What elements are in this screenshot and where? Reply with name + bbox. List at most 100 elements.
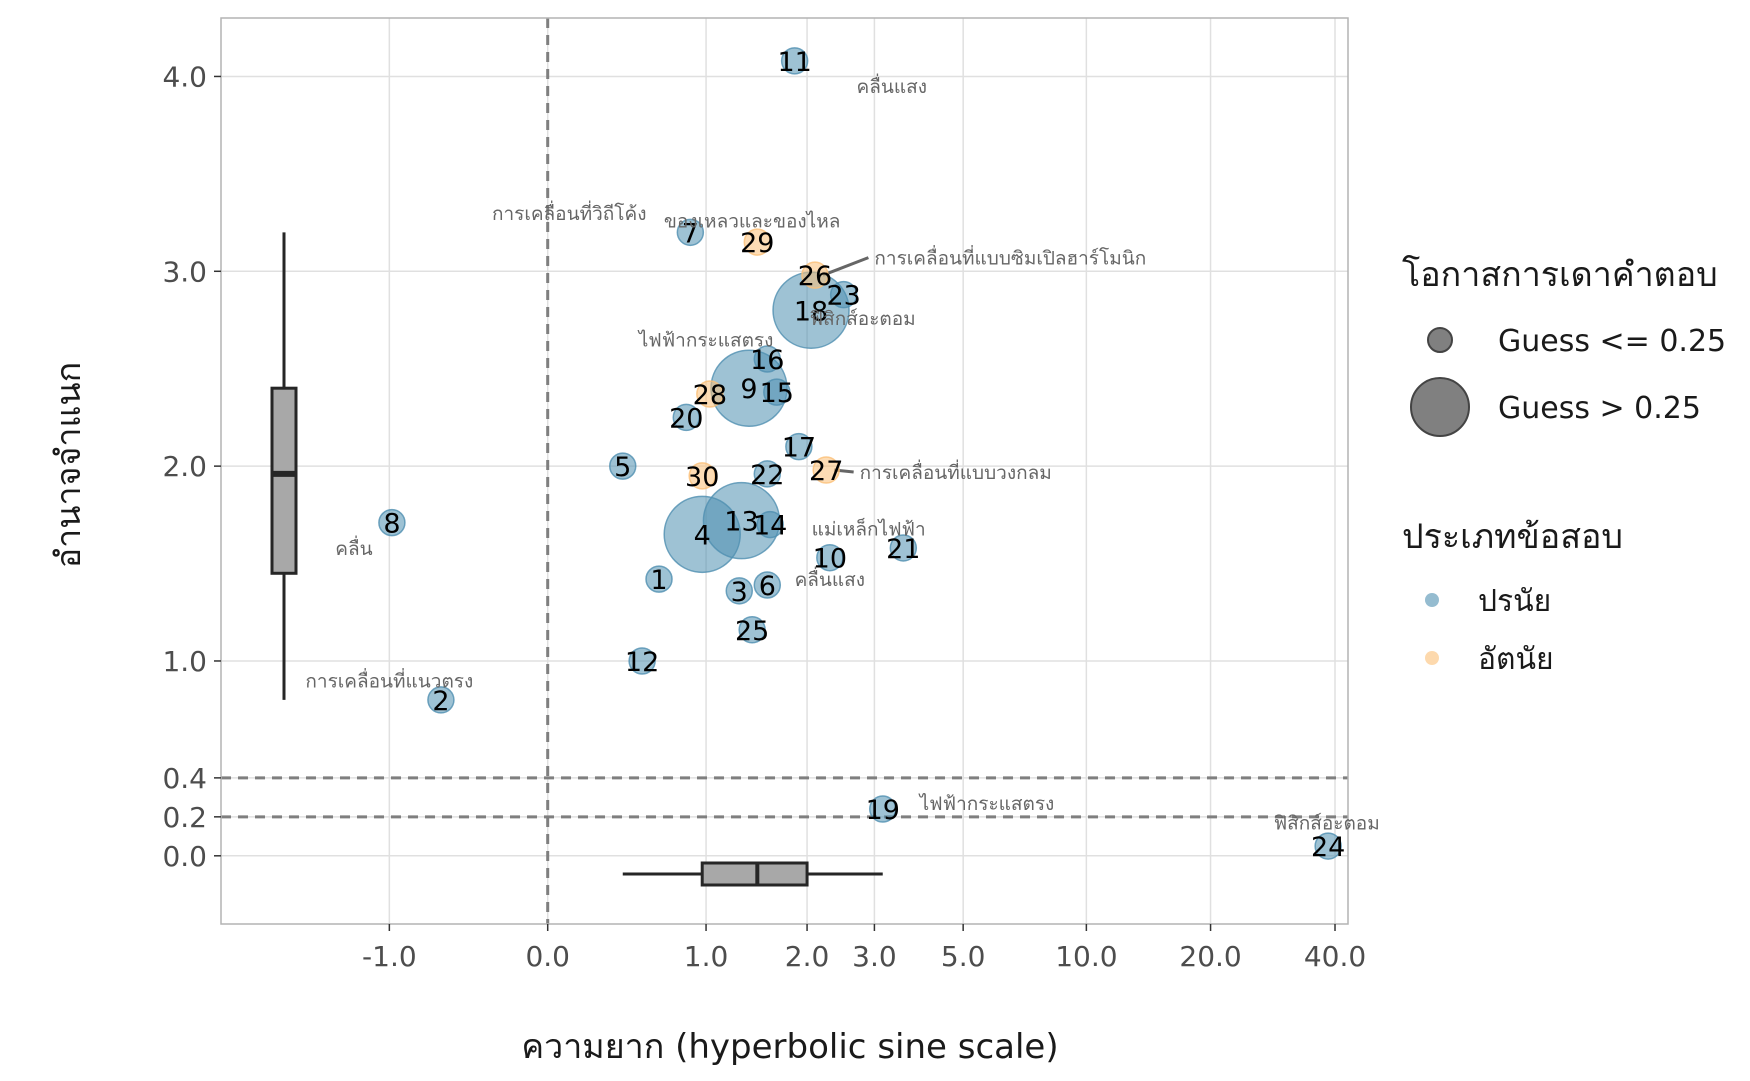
point-label-29: 29 xyxy=(740,228,774,259)
data-point-8 xyxy=(378,508,406,537)
point-label-13: 13 xyxy=(724,507,758,538)
point-label-1: 1 xyxy=(650,565,667,596)
point-label-26: 26 xyxy=(798,261,832,292)
data-point-29 xyxy=(743,228,772,256)
data-point-23 xyxy=(829,280,858,309)
point-label-8: 8 xyxy=(383,509,400,540)
x-axis-title: ความยาก (hyperbolic sine scale) xyxy=(521,1027,1058,1067)
x-tick-label: 20.0 xyxy=(1179,940,1241,973)
data-point-28 xyxy=(696,380,724,408)
data-point-16 xyxy=(753,345,782,373)
point-label-14: 14 xyxy=(753,511,787,542)
y-tick-label: 2.0 xyxy=(162,450,207,483)
x-tick-label: -1.0 xyxy=(362,940,417,973)
data-point-14 xyxy=(756,510,784,539)
point-label-17: 17 xyxy=(782,433,816,464)
data-point-12 xyxy=(628,647,656,675)
data-point-2 xyxy=(427,686,455,714)
data-point-25 xyxy=(738,616,766,644)
x-tick-label: 40.0 xyxy=(1304,940,1366,973)
x-tick-label: 5.0 xyxy=(941,940,986,973)
x-tick-label: 1.0 xyxy=(684,940,729,973)
x-boxplot-box xyxy=(700,861,809,887)
y-boxplot-box xyxy=(270,386,298,575)
point-label-9: 9 xyxy=(740,374,757,405)
legend-type-objective-label: ปรนัย xyxy=(1478,584,1551,619)
point-label-23: 23 xyxy=(826,281,860,312)
plot-panel-border xyxy=(220,17,1349,925)
legend: โอกาสการเดาคำตอบ Guess <= 0.25 Guess > 0… xyxy=(1402,255,1726,677)
data-point-22 xyxy=(753,460,782,488)
y-axis-title: อำนาจจำแนก xyxy=(49,362,89,569)
data-points xyxy=(378,47,1342,860)
legend-size-large-label: Guess > 0.25 xyxy=(1498,391,1701,426)
y-tick-label: 0.4 xyxy=(162,762,207,795)
y-tick-label: 0.2 xyxy=(162,801,207,834)
point-label-24: 24 xyxy=(1311,832,1345,863)
point-label-3: 3 xyxy=(731,577,748,608)
y-tick-label: 3.0 xyxy=(162,255,207,288)
data-point-19 xyxy=(868,795,897,823)
x-tick-label: 2.0 xyxy=(785,940,830,973)
point-label-16: 16 xyxy=(750,345,784,376)
reference-lines xyxy=(221,18,1348,924)
point-label-10: 10 xyxy=(813,544,847,575)
data-point-11 xyxy=(780,47,809,75)
legend-size-large-key xyxy=(1410,377,1470,437)
annotation-label: แม่เหล็กไฟฟ้า xyxy=(812,516,926,540)
point-label-18: 18 xyxy=(794,296,828,327)
y-tick-label: 0.0 xyxy=(162,840,207,873)
legend-type-title: ประเภทข้อสอบ xyxy=(1402,517,1623,557)
data-point-3 xyxy=(725,577,754,605)
data-point-10 xyxy=(816,543,844,572)
data-point-7 xyxy=(676,218,705,247)
y-tick-label: 4.0 xyxy=(162,60,207,93)
point-label-4: 4 xyxy=(694,520,711,551)
marginal-boxplots xyxy=(270,232,883,887)
legend-type-subjective-label: อัตนัย xyxy=(1478,642,1554,677)
point-label-19: 19 xyxy=(866,795,900,826)
annotation-label: ฟิสิกส์อะตอม xyxy=(810,308,916,330)
point-label-20: 20 xyxy=(669,403,703,434)
x-tick-label: 3.0 xyxy=(852,940,897,973)
point-label-15: 15 xyxy=(760,378,794,409)
y-tick-label: 1.0 xyxy=(162,645,207,678)
data-point-27 xyxy=(812,456,840,484)
annotation-label: ของเหลวและของไหล xyxy=(664,211,841,233)
annotation-label: ไฟฟ้ากระแสตรง xyxy=(637,329,774,351)
legend-size-small-label: Guess <= 0.25 xyxy=(1498,324,1726,359)
data-point-20 xyxy=(672,403,701,432)
annotation-label: คลื่น xyxy=(335,535,372,560)
x-tick-label: 0.0 xyxy=(525,940,570,973)
point-label-11: 11 xyxy=(777,47,811,78)
x-axis-ticks: -1.0 0.0 1.0 2.0 3.0 5.0 10.0 20.0 40.0 xyxy=(362,924,1366,973)
annotation-label: ฟิสิกส์อะตอม xyxy=(1274,813,1380,835)
data-point-6 xyxy=(753,571,782,599)
legend-size-title: โอกาสการเดาคำตอบ xyxy=(1402,255,1718,295)
legend-size-small-key xyxy=(1427,327,1453,353)
point-label-6: 6 xyxy=(759,571,776,602)
point-label-30: 30 xyxy=(685,462,719,493)
x-tick-label: 10.0 xyxy=(1055,940,1117,973)
data-point-26 xyxy=(801,261,829,289)
point-label-12: 12 xyxy=(625,647,659,678)
legend-type-objective-key xyxy=(1425,593,1439,607)
data-point-30 xyxy=(688,462,716,490)
data-point-15 xyxy=(763,378,791,406)
point-labels: 1234567891011121314151617181920212223242… xyxy=(383,47,1345,863)
data-point-21 xyxy=(889,534,918,562)
point-label-21: 21 xyxy=(886,534,920,565)
annotation-label: คลื่นแสง xyxy=(795,566,865,591)
point-label-22: 22 xyxy=(750,460,784,491)
annotation-label: คลื่นแสง xyxy=(857,73,927,98)
annotation-label: การเคลื่อนที่แบบซิมเปิลฮาร์โมนิก xyxy=(874,245,1146,270)
annotation-label: การเคลื่อนที่วิถีโค้ง xyxy=(492,200,647,225)
data-point-17 xyxy=(785,432,813,461)
data-point-5 xyxy=(609,452,637,480)
point-label-27: 27 xyxy=(809,456,843,487)
legend-type-subjective-key xyxy=(1425,651,1439,665)
point-label-25: 25 xyxy=(735,616,769,647)
point-label-5: 5 xyxy=(614,452,631,483)
